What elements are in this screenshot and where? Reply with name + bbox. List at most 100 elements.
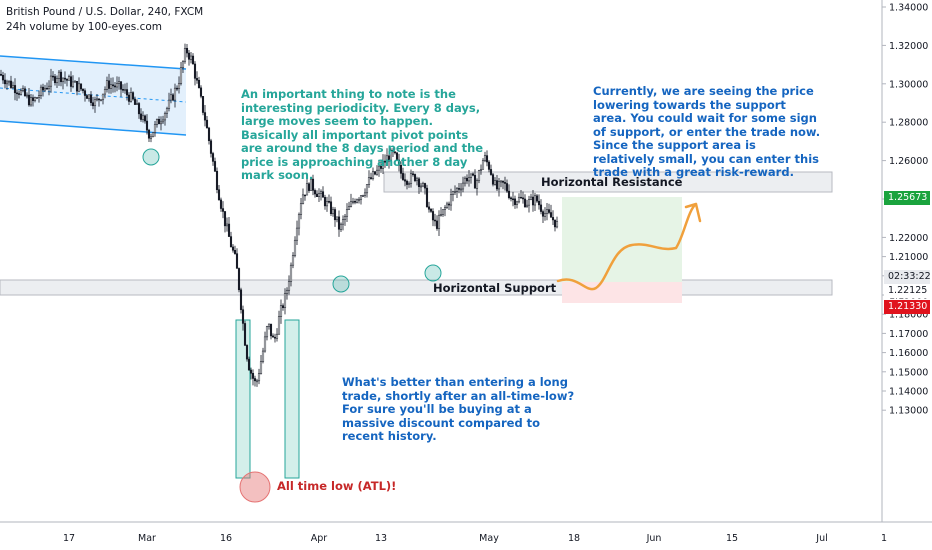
candle-body [125, 89, 129, 96]
candle-body [375, 169, 379, 175]
candle-body [227, 223, 231, 237]
candle-body [5, 81, 9, 85]
candle-body [191, 55, 195, 65]
candle-body [233, 250, 237, 254]
candle-body [9, 80, 13, 88]
candle-body [497, 181, 501, 190]
candle-body [399, 165, 403, 174]
candle-body [407, 183, 411, 185]
time-tick-label: 13 [375, 533, 387, 544]
pivot-marker[interactable] [332, 275, 350, 293]
candle-body [241, 309, 245, 324]
candle-body [195, 78, 199, 81]
candle-body [455, 188, 459, 192]
candle-body [299, 203, 303, 215]
candle-body [187, 52, 191, 60]
forecast-arrow[interactable] [556, 202, 702, 291]
candle-body [453, 191, 457, 193]
candle-body [483, 155, 487, 161]
candle-body [129, 92, 133, 102]
atl-marker[interactable] [239, 471, 271, 503]
candle-body [355, 199, 359, 203]
long-position-loss-zone[interactable] [562, 282, 682, 303]
candle-body [171, 94, 175, 101]
candle-body [389, 149, 393, 162]
candle-body [255, 380, 259, 383]
time-tick-label: 18 [568, 533, 580, 544]
candle-body [175, 87, 179, 90]
candle-body [309, 178, 313, 191]
candle-body [173, 87, 177, 101]
candle-body [411, 173, 415, 175]
candle-body [385, 155, 389, 163]
crash-range-box-left[interactable] [235, 319, 251, 479]
candle-body [485, 155, 489, 163]
long-position-profit-zone[interactable] [562, 197, 682, 282]
candle-body [503, 182, 507, 184]
candle-body [451, 191, 455, 195]
candle-body [433, 219, 437, 222]
candle-body [471, 173, 475, 176]
candle-body [429, 209, 433, 212]
candle-body [25, 94, 29, 97]
candle-body [325, 201, 329, 207]
candle-body [63, 77, 67, 80]
candle-body [345, 209, 349, 217]
candle-body [207, 127, 211, 141]
candle-body [179, 67, 183, 84]
countdown-badge: 02:33:22 [884, 270, 931, 284]
pivot-marker[interactable] [142, 148, 160, 166]
candle-body [71, 81, 75, 87]
candle-body [267, 323, 271, 327]
candle-body [349, 201, 353, 207]
candle-body [543, 213, 547, 217]
indicator-title[interactable]: 24h volume by 100-eyes.com [6, 21, 163, 33]
candle-body [83, 90, 87, 96]
candle-body [75, 81, 79, 92]
candle-body [119, 81, 123, 90]
candle-body [517, 196, 521, 203]
candle-body [549, 212, 553, 218]
candle-body [19, 90, 23, 95]
candle-body [401, 173, 405, 180]
candle-body [377, 165, 381, 171]
candle-body [449, 194, 453, 206]
periodicity-note: An important thing to note is the intere… [241, 87, 484, 182]
candle-body [317, 193, 321, 197]
candle-body [531, 196, 535, 206]
candle-body [103, 89, 107, 95]
candle-body [281, 305, 285, 308]
symbol-title[interactable]: British Pound / U.S. Dollar, 240, FXCM [6, 6, 204, 18]
candle-body [527, 199, 531, 206]
candle-body [339, 223, 343, 230]
candle-body [81, 88, 85, 91]
channel-mid-line [0, 87, 187, 103]
crash-range-box-right[interactable] [284, 319, 300, 479]
candle-body [337, 216, 341, 230]
time-tick-label: Mar [138, 533, 156, 544]
candle-body [139, 113, 143, 120]
pivot-marker[interactable] [424, 264, 442, 282]
candle-body [315, 193, 319, 197]
price-tick-label: 1.15000 [889, 367, 928, 378]
candle-body [515, 201, 519, 205]
candle-body [45, 87, 49, 90]
price-tick-label: 1.32000 [889, 41, 928, 52]
candle-body [509, 197, 513, 200]
candle-body [357, 198, 361, 201]
time-tick-label: Jun [646, 533, 662, 544]
candle-body [397, 159, 401, 166]
candle-body [465, 177, 469, 182]
candle-body [161, 119, 165, 123]
candle-body [117, 81, 121, 84]
candle-body [427, 206, 431, 210]
candle-body [295, 227, 299, 241]
horizontal-support-zone[interactable] [0, 279, 833, 296]
price-tick-label: 1.28000 [889, 118, 928, 129]
candle-body [213, 161, 217, 172]
candle-body [409, 173, 413, 184]
candle-body [443, 207, 447, 210]
channel-upper-line[interactable] [0, 55, 187, 70]
price-tick-label: 1.30000 [889, 79, 928, 90]
